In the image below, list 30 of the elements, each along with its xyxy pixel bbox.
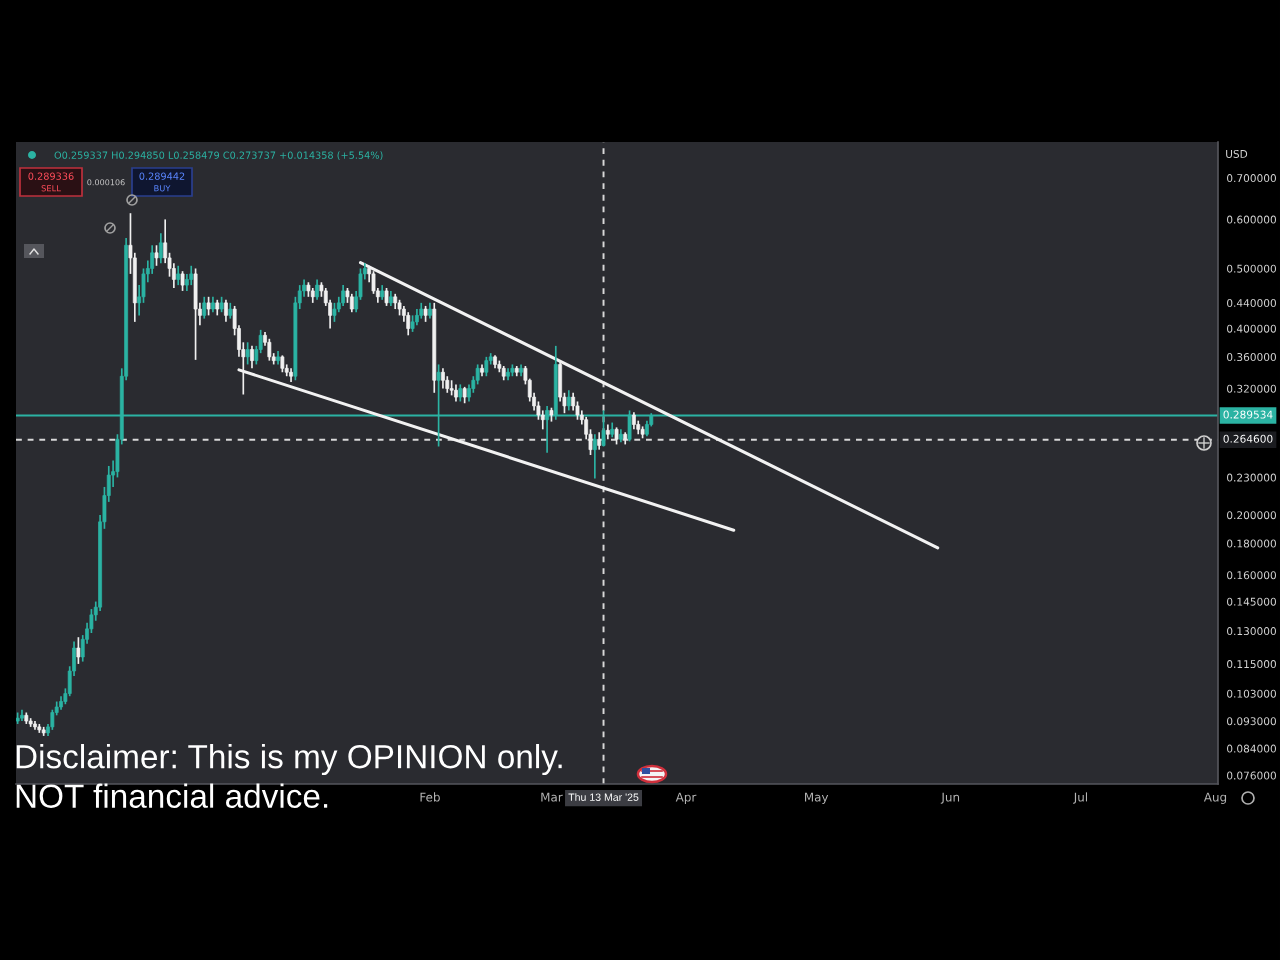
- candlestick: [545, 405, 550, 454]
- candlestick: [475, 363, 480, 386]
- candlestick: [176, 264, 181, 286]
- candlestick: [202, 295, 207, 320]
- candlestick: [315, 278, 319, 301]
- candlestick: [76, 636, 81, 665]
- candlestick: [332, 302, 337, 323]
- candlestick: [250, 345, 254, 370]
- candlestick: [341, 284, 346, 307]
- candlestick: [484, 356, 489, 378]
- candlestick: [406, 311, 411, 337]
- candlestick: [224, 298, 228, 323]
- candlestick: [154, 244, 159, 267]
- candlestick: [193, 267, 198, 361]
- candlestick: [540, 409, 545, 431]
- candlestick: [189, 264, 194, 286]
- candlestick: [158, 232, 163, 264]
- candlestick: [575, 400, 580, 421]
- candlestick: [349, 293, 354, 314]
- candlestick: [267, 337, 272, 362]
- candlestick: [371, 270, 376, 295]
- candlestick: [150, 244, 155, 275]
- candlestick: [592, 433, 597, 480]
- candlestick: [536, 400, 541, 421]
- candlestick: [50, 708, 55, 731]
- candlestick: [206, 295, 211, 317]
- candlestick: [180, 270, 185, 292]
- candlestick: [245, 341, 250, 366]
- candlestick: [566, 389, 571, 412]
- candlestick: [441, 367, 445, 390]
